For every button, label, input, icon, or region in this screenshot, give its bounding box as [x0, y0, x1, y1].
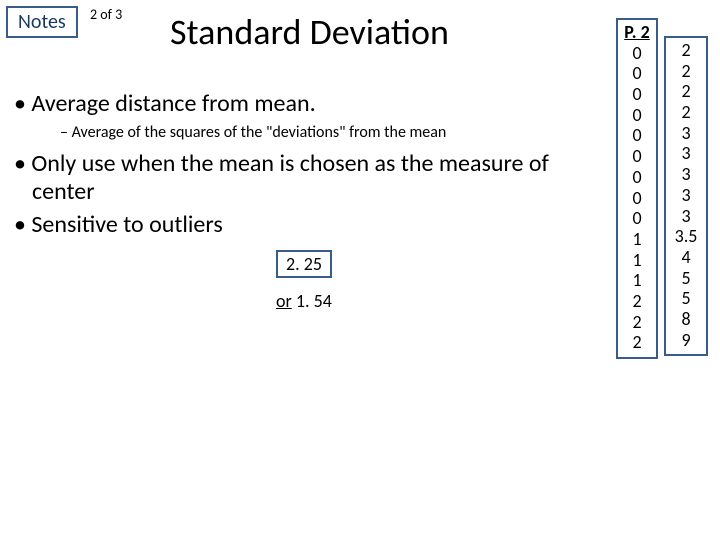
bullet-3: Sensitive to outliers [32, 211, 600, 239]
table-row: 1 [618, 229, 656, 250]
table-row: 3 [666, 185, 706, 206]
calc-value-2: or 1. 54 [276, 290, 332, 312]
data-table-1-header: P. 2 [618, 22, 656, 43]
calc-value-1: 2. 25 [276, 250, 332, 278]
table-row: 3 [666, 123, 706, 144]
table-row: 3 [666, 164, 706, 185]
table-row: 2 [666, 81, 706, 102]
page-indicator: 2 of 3 [90, 6, 122, 23]
slide-title: Standard Deviation [170, 10, 449, 54]
notes-box: Notes [6, 6, 78, 38]
table-row: 3.5 [666, 226, 706, 247]
data-table-2: 2 2 2 2 3 3 3 3 3 3.5 4 5 5 8 9 [664, 36, 708, 356]
table-row: 8 [666, 309, 706, 330]
table-row: 0 [618, 63, 656, 84]
table-row: 3 [666, 206, 706, 227]
table-row: 2 [666, 40, 706, 61]
table-row: 5 [666, 268, 706, 289]
table-row: 4 [666, 247, 706, 268]
table-row: 5 [666, 288, 706, 309]
table-row: 0 [618, 188, 656, 209]
table-row: 0 [618, 208, 656, 229]
table-row: 2 [618, 332, 656, 353]
table-row: 1 [618, 250, 656, 271]
table-row: 0 [618, 84, 656, 105]
content-area: Average distance from mean. Average of t… [10, 90, 600, 245]
table-row: 2 [666, 102, 706, 123]
table-row: 0 [618, 125, 656, 146]
data-table-1: P. 2 0 0 0 0 0 0 0 0 0 1 1 1 2 2 2 [616, 18, 658, 359]
calc-value-2-num: 1. 54 [292, 290, 332, 312]
calc-value-1-text: 2. 25 [286, 253, 322, 275]
table-row: 2 [618, 312, 656, 333]
bullet-2: Only use when the mean is chosen as the … [32, 150, 600, 205]
table-row: 2 [618, 291, 656, 312]
bullet-1-sub-1: Average of the squares of the "deviation… [74, 124, 600, 142]
table-row: 2 [666, 61, 706, 82]
table-row: 0 [618, 146, 656, 167]
bullet-1: Average distance from mean. [32, 90, 600, 118]
notes-label: Notes [18, 10, 66, 34]
table-row: 3 [666, 143, 706, 164]
table-row: 1 [618, 270, 656, 291]
table-row: 0 [618, 167, 656, 188]
table-row: 9 [666, 330, 706, 351]
calc-value-2-prefix: or [276, 290, 292, 312]
table-row: 0 [618, 43, 656, 64]
table-row: 0 [618, 105, 656, 126]
